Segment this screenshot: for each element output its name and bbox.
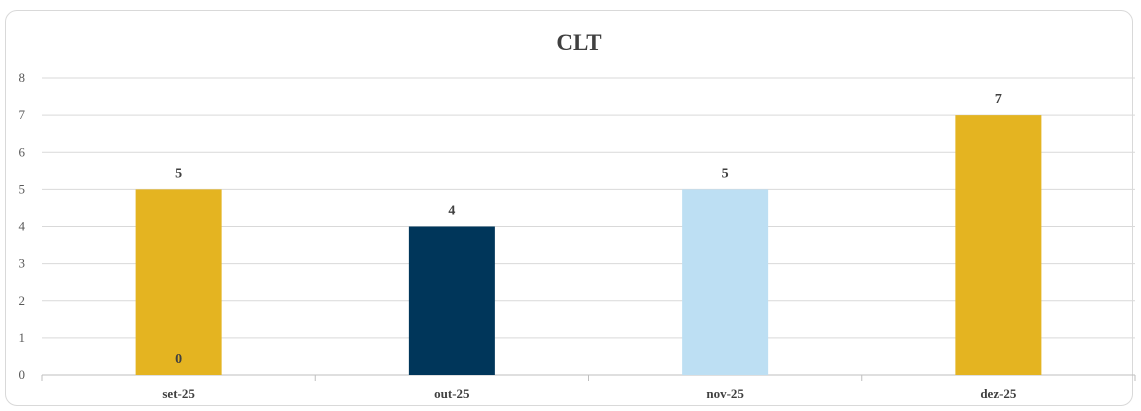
bars	[135, 115, 1042, 375]
y-tick-label: 7	[19, 107, 26, 122]
y-tick-label: 5	[19, 181, 26, 196]
gridlines	[42, 77, 1135, 376]
data-label-zero: 0	[175, 352, 182, 367]
bar-dez-25	[955, 115, 1042, 375]
x-tick-label: nov-25	[706, 386, 744, 401]
bar-set-25	[135, 189, 222, 375]
y-tick-label: 6	[19, 144, 26, 159]
y-axis: 0 1 2 3 4 5 6 7 8	[19, 70, 26, 382]
data-label: 5	[175, 166, 182, 181]
bar-out-25	[408, 226, 495, 375]
y-tick-label: 8	[19, 70, 26, 85]
x-tick-label: set-25	[162, 386, 195, 401]
data-labels: 5 4 5 7 0	[175, 92, 1002, 367]
data-label: 7	[995, 92, 1002, 107]
data-label: 4	[448, 204, 455, 219]
data-label: 5	[722, 166, 729, 181]
bar-nov-25	[682, 189, 769, 375]
x-tick-label: out-25	[434, 386, 470, 401]
y-tick-label: 2	[19, 293, 26, 308]
x-axis: set-25 out-25 nov-25 dez-25	[41, 375, 1136, 401]
y-tick-label: 4	[19, 219, 26, 234]
chart-title: CLT	[556, 30, 601, 55]
y-tick-label: 0	[19, 367, 26, 382]
x-tick-label: dez-25	[980, 386, 1017, 401]
y-tick-label: 3	[19, 256, 26, 271]
y-tick-label: 1	[19, 330, 26, 345]
